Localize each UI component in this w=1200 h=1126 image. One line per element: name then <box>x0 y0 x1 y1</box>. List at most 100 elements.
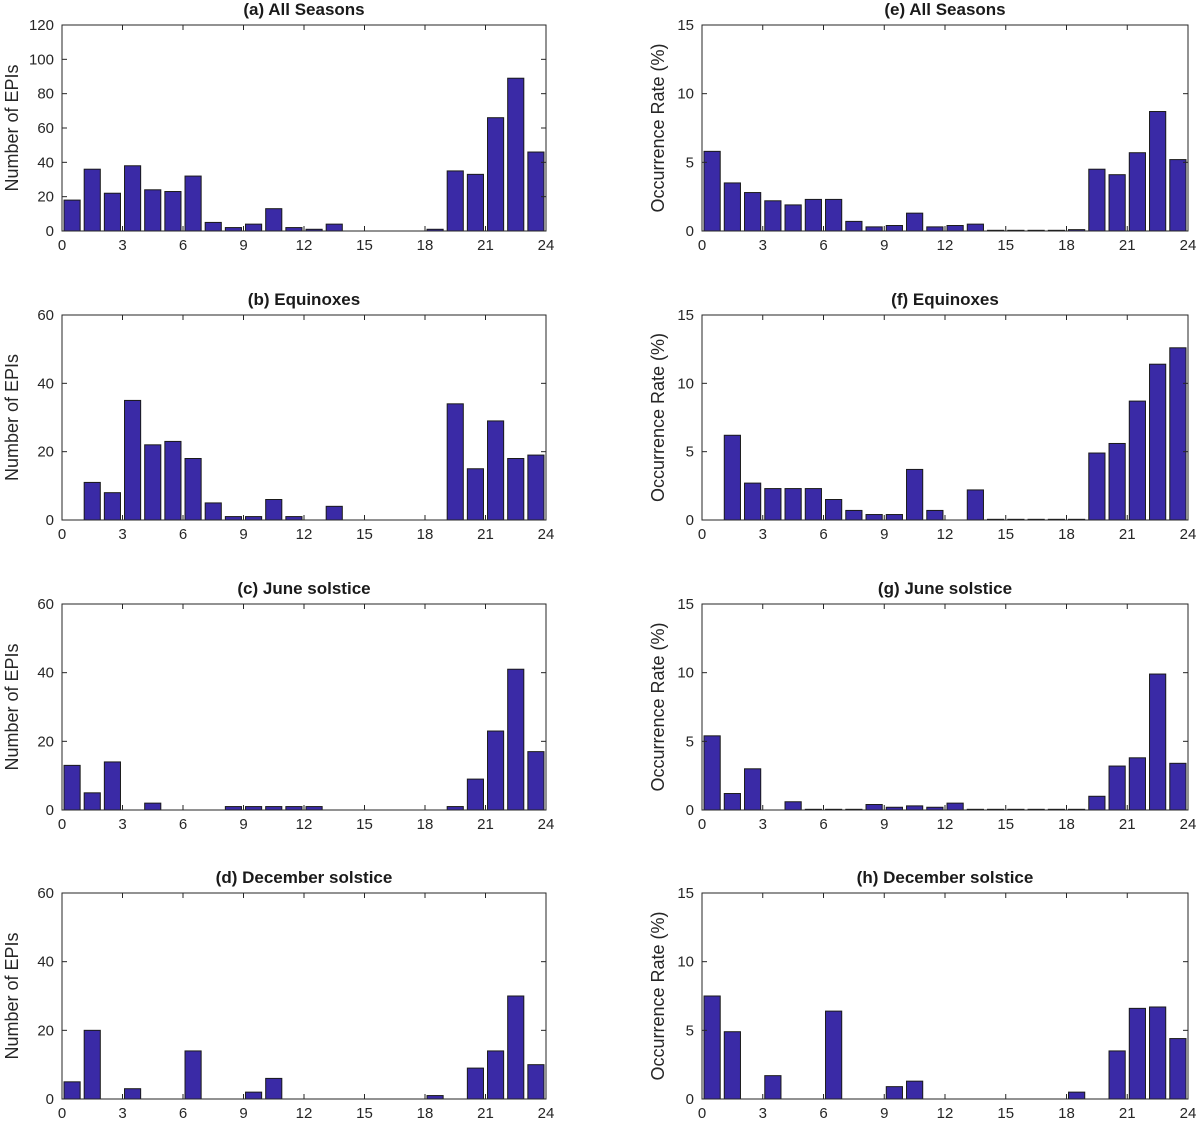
y-axis-label-b: Number of EPIs <box>2 354 22 481</box>
bar-e-9 <box>885 225 903 232</box>
x-tick-label-b-3: 9 <box>239 526 247 543</box>
bar-e-12 <box>946 225 964 232</box>
bar-b-13 <box>325 505 343 521</box>
panel-a: 0 3 6 9 12 15 18 21 24 0 20 40 60 80 100 120 (a) All Sea… <box>2 0 554 254</box>
bar-h-18 <box>1068 1091 1086 1100</box>
x-tick-label-d-3: 9 <box>239 1105 247 1122</box>
x-tick-label-e-0: 0 <box>698 237 706 254</box>
bar-a-3 <box>124 165 142 232</box>
bar-b-19 <box>446 403 464 521</box>
bar-a-9 <box>245 223 263 232</box>
y-tick-label-a-2: 40 <box>37 154 54 171</box>
x-tick-label-b-5: 15 <box>356 526 373 543</box>
bar-c-19 <box>446 806 464 811</box>
bar-d-10 <box>265 1077 283 1100</box>
bar-e-2 <box>744 192 762 232</box>
x-tick-label-e-1: 3 <box>759 237 767 254</box>
y-tick-label-g-3: 15 <box>677 596 694 613</box>
y-tick-label-h-1: 5 <box>686 1022 694 1039</box>
bar-h-3 <box>764 1075 782 1100</box>
bar-a-23 <box>527 151 545 232</box>
bar-e-8 <box>865 226 883 232</box>
x-tick-label-g-7: 21 <box>1119 816 1136 833</box>
x-tick-label-d-5: 15 <box>356 1105 373 1122</box>
x-tick-label-h-7: 21 <box>1119 1105 1136 1122</box>
x-tick-label-b-1: 3 <box>118 526 126 543</box>
bar-e-1 <box>723 182 741 232</box>
x-tick-label-h-5: 15 <box>997 1105 1014 1122</box>
bar-b-9 <box>245 516 263 521</box>
bar-e-3 <box>764 200 782 232</box>
x-tick-label-e-8: 24 <box>1180 237 1197 254</box>
x-tick-label-d-8: 24 <box>538 1105 555 1122</box>
bar-e-0 <box>703 150 721 232</box>
bar-f-23 <box>1169 347 1187 521</box>
bar-a-8 <box>224 227 242 232</box>
bar-a-5 <box>164 191 182 232</box>
bar-d-18 <box>426 1095 444 1100</box>
bar-g-0 <box>703 735 721 811</box>
x-tick-label-d-7: 21 <box>477 1105 494 1122</box>
x-tick-label-e-6: 18 <box>1058 237 1075 254</box>
bar-c-21 <box>487 730 505 811</box>
y-axis-label-f: Occurrence Rate (%) <box>648 333 668 502</box>
bar-b-23 <box>527 454 545 521</box>
bar-c-23 <box>527 751 545 811</box>
bar-f-5 <box>804 488 822 521</box>
y-tick-label-c-1: 20 <box>37 733 54 750</box>
bar-c-1 <box>83 792 101 811</box>
bar-f-20 <box>1108 442 1126 521</box>
y-tick-label-g-1: 5 <box>686 733 694 750</box>
y-tick-label-a-4: 80 <box>37 86 54 103</box>
panel-e: 0 3 6 9 12 15 18 21 24 0 5 10 15 (e) All Seasons Occur… <box>648 0 1196 254</box>
bar-a-4 <box>144 189 162 232</box>
x-tick-label-a-3: 9 <box>239 237 247 254</box>
y-tick-label-f-0: 0 <box>686 512 694 529</box>
bar-a-21 <box>487 117 505 232</box>
panel-title-f: (f) Equinoxes <box>891 290 999 309</box>
x-tick-label-c-1: 3 <box>118 816 126 833</box>
x-tick-label-e-3: 9 <box>880 237 888 254</box>
x-tick-label-b-2: 6 <box>179 526 187 543</box>
x-tick-label-b-0: 0 <box>58 526 66 543</box>
bar-b-21 <box>487 420 505 521</box>
x-tick-label-f-1: 3 <box>759 526 767 543</box>
y-tick-label-a-6: 120 <box>29 17 54 34</box>
panel-title-a: (a) All Seasons <box>243 0 364 19</box>
bar-a-1 <box>83 168 101 232</box>
x-tick-label-f-4: 12 <box>937 526 954 543</box>
y-axis-label-c: Number of EPIs <box>2 643 22 770</box>
y-tick-label-e-2: 10 <box>677 86 694 103</box>
bar-b-22 <box>507 458 525 521</box>
bar-f-6 <box>825 499 843 521</box>
y-tick-label-c-2: 40 <box>37 665 54 682</box>
panel-title-h: (h) December solstice <box>857 868 1034 887</box>
bar-f-4 <box>784 488 802 521</box>
bar-g-1 <box>723 793 741 811</box>
y-tick-label-d-2: 40 <box>37 954 54 971</box>
bar-d-0 <box>63 1081 81 1100</box>
bar-c-22 <box>507 668 525 811</box>
bar-b-8 <box>224 516 242 521</box>
panel-c: 0 3 6 9 12 15 18 21 24 0 20 40 60 (c) June solstice Nu… <box>2 579 554 833</box>
y-tick-label-a-1: 20 <box>37 189 54 206</box>
panel-title-c: (c) June solstice <box>237 579 370 598</box>
bar-c-20 <box>466 778 484 811</box>
bar-b-6 <box>184 458 202 521</box>
bar-e-23 <box>1169 159 1187 232</box>
bar-b-1 <box>83 481 101 521</box>
panel-title-g: (g) June solstice <box>878 579 1012 598</box>
bar-c-12 <box>305 806 323 811</box>
bar-c-8 <box>224 806 242 811</box>
bar-g-20 <box>1108 765 1126 811</box>
panel-d: 0 3 6 9 12 15 18 21 24 0 20 40 60 (d) December solsti… <box>2 868 554 1122</box>
bar-a-0 <box>63 199 81 232</box>
bar-h-0 <box>703 995 721 1100</box>
x-tick-label-e-5: 15 <box>997 237 1014 254</box>
y-tick-label-e-1: 5 <box>686 154 694 171</box>
y-tick-label-d-3: 60 <box>37 885 54 902</box>
x-tick-label-a-0: 0 <box>58 237 66 254</box>
x-tick-label-a-1: 3 <box>118 237 126 254</box>
bar-e-10 <box>906 212 924 232</box>
